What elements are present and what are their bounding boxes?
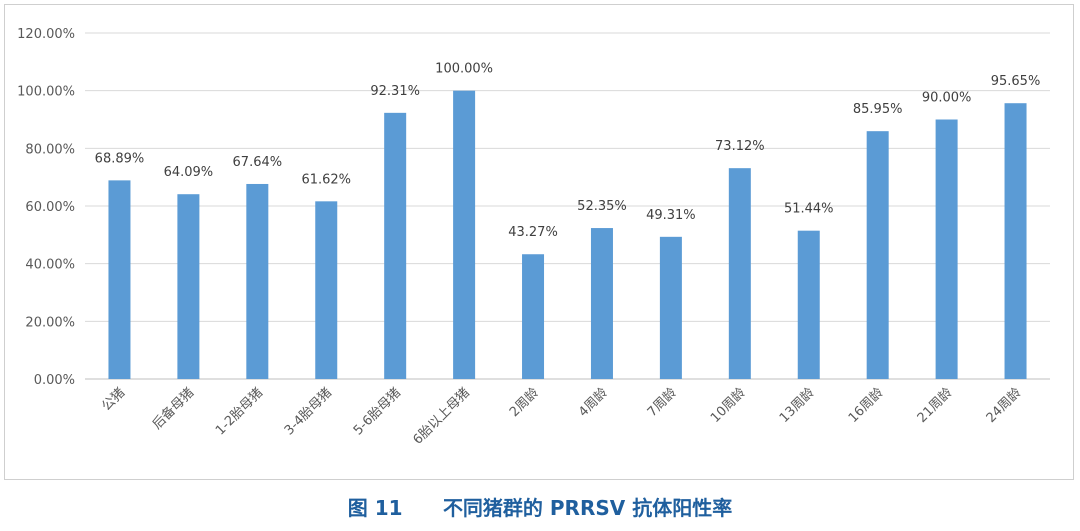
y-tick-label: 20.00% [25,315,75,330]
bar [590,228,613,379]
x-tick-label: 5-6胎母猪 [351,385,404,438]
y-axis-ticks: 0.00% 20.00% 40.00% 60.00% 80.00% 100.00% 120.… [17,27,75,388]
x-tick-label: 10周龄 [708,385,749,426]
figure-caption: 图 11 不同猪群的 PRRSV 抗体阳性率 [0,492,1080,521]
data-label: 67.64% [233,155,283,170]
x-tick-label: 1-2胎母猪 [213,385,266,438]
bar [1004,103,1027,379]
x-tick-label: 4周龄 [576,385,611,420]
data-label: 68.89% [95,151,145,166]
bars [108,90,1027,380]
x-tick-label: 21周龄 [915,385,956,426]
x-tick-label: 6胎以上母猪 [411,385,473,447]
y-tick-label: 0.00% [34,373,75,388]
x-tick-label: 7周龄 [645,385,680,420]
y-tick-label: 120.00% [17,27,75,42]
bar [315,201,338,379]
data-label: 85.95% [853,102,903,117]
figure-number: 图 11 [347,496,403,520]
data-label: 95.65% [991,74,1041,89]
bar-chart: 0.00% 20.00% 40.00% 60.00% 80.00% 100.00% 120.… [17,27,1050,448]
bar [866,131,889,379]
x-tick-label: 后备母猪 [149,385,197,433]
grid-lines [85,32,1050,380]
data-label: 73.12% [715,139,765,154]
data-label: 100.00% [435,62,493,77]
x-tick-label: 2周龄 [507,385,542,420]
x-tick-label: 3-4胎母猪 [282,385,335,438]
bar [453,90,476,380]
x-tick-label: 24周龄 [984,385,1025,426]
bar [177,194,200,379]
bar [108,180,131,379]
x-tick-label: 公猪 [99,385,128,414]
bar [522,254,545,379]
figure-title: 不同猪群的 PRRSV 抗体阳性率 [442,496,733,520]
y-tick-label: 40.00% [25,258,75,273]
y-tick-label: 60.00% [25,200,75,215]
data-label: 43.27% [508,225,558,240]
data-label: 64.09% [164,165,214,180]
data-label: 52.35% [577,199,627,214]
bar [935,119,958,379]
bar [246,183,269,379]
data-labels: 68.89% 64.09% 67.64% 61.62% 92.31% 100.00% 43.… [95,62,1041,241]
data-label: 90.00% [922,91,972,106]
data-label: 92.31% [370,84,420,99]
bar [797,230,820,379]
x-axis-ticks: 公猪 后备母猪 1-2胎母猪 3-4胎母猪 5-6胎母猪 6胎以上母猪 2周龄 4周龄 7周龄 1… [99,385,1024,448]
x-tick-label: 16周龄 [846,385,887,426]
bar [384,112,407,379]
x-tick-label: 13周龄 [777,385,818,426]
bar [659,236,682,379]
y-tick-label: 100.00% [17,85,75,100]
bar [728,168,751,379]
data-label: 49.31% [646,208,696,223]
data-label: 61.62% [301,172,351,187]
y-tick-label: 80.00% [25,142,75,157]
data-label: 51.44% [784,202,834,217]
